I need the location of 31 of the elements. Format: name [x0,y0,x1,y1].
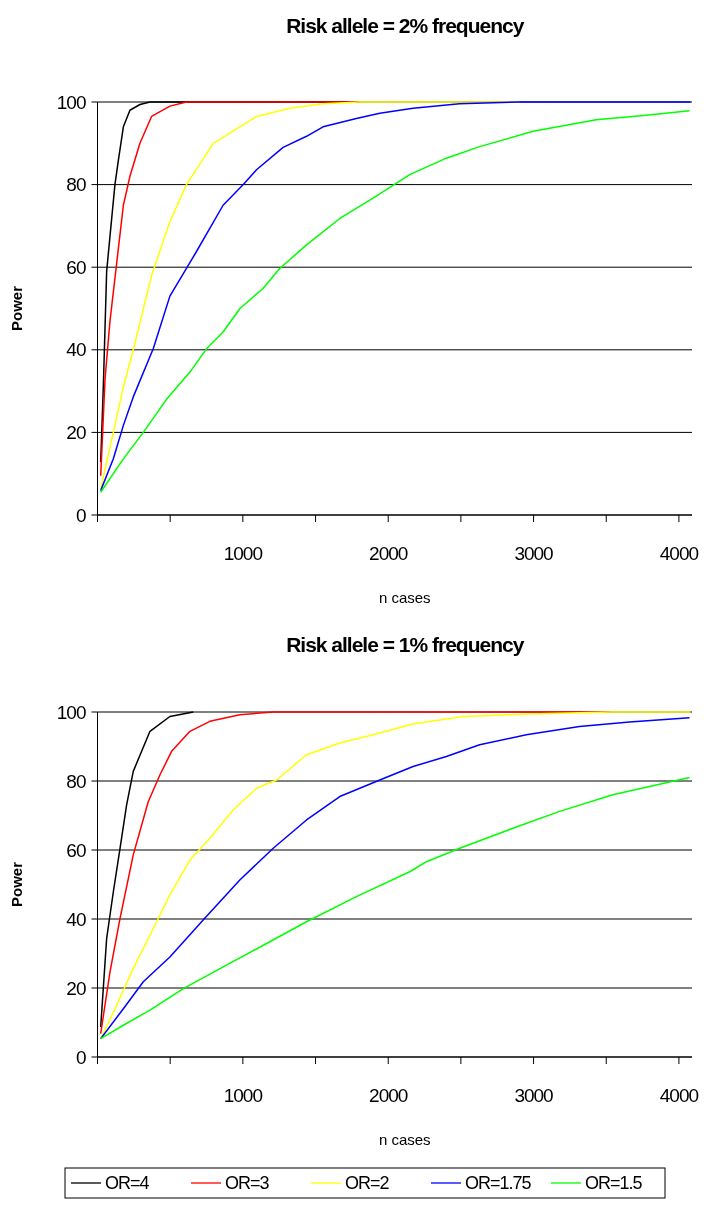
x-axis-title: n cases [378,589,431,606]
y-axis-title: Power [8,861,25,908]
y-tick-label: 40 [66,908,86,930]
x-tick-label: 3000 [514,1085,554,1106]
x-tick-label: 3000 [514,543,554,564]
x-tick-label: 1000 [223,543,263,564]
x-tick-label: 2000 [369,543,408,564]
legend-label: OR=3 [225,1173,270,1194]
x-tick-label: 1000 [223,1085,263,1106]
legend-label: OR=2 [345,1173,390,1194]
y-tick-label: 20 [66,977,86,999]
x-tick-label: 4000 [659,543,699,564]
legend-label: OR=1.5 [585,1173,643,1194]
y-tick-label: 100 [56,701,86,723]
x-axis-title: n cases [378,1131,431,1148]
y-axis-title: Power [8,285,25,332]
y-tick-label: 80 [66,174,86,196]
x-tick-label: 2000 [369,1085,408,1106]
y-tick-label: 0 [75,504,86,526]
y-tick-label: 60 [66,839,86,861]
chart-title: Risk allele = 2% frequency [286,14,525,37]
x-tick-label: 4000 [659,1085,699,1106]
y-tick-label: 80 [66,770,86,792]
chart-title: Risk allele = 1% frequency [286,633,525,656]
y-tick-label: 0 [75,1046,86,1068]
y-tick-label: 100 [56,91,86,113]
y-tick-label: 20 [66,422,86,444]
y-tick-label: 40 [66,339,86,361]
y-tick-label: 60 [66,256,86,278]
legend-label: OR=4 [105,1173,150,1194]
legend-label: OR=1.75 [465,1173,532,1194]
